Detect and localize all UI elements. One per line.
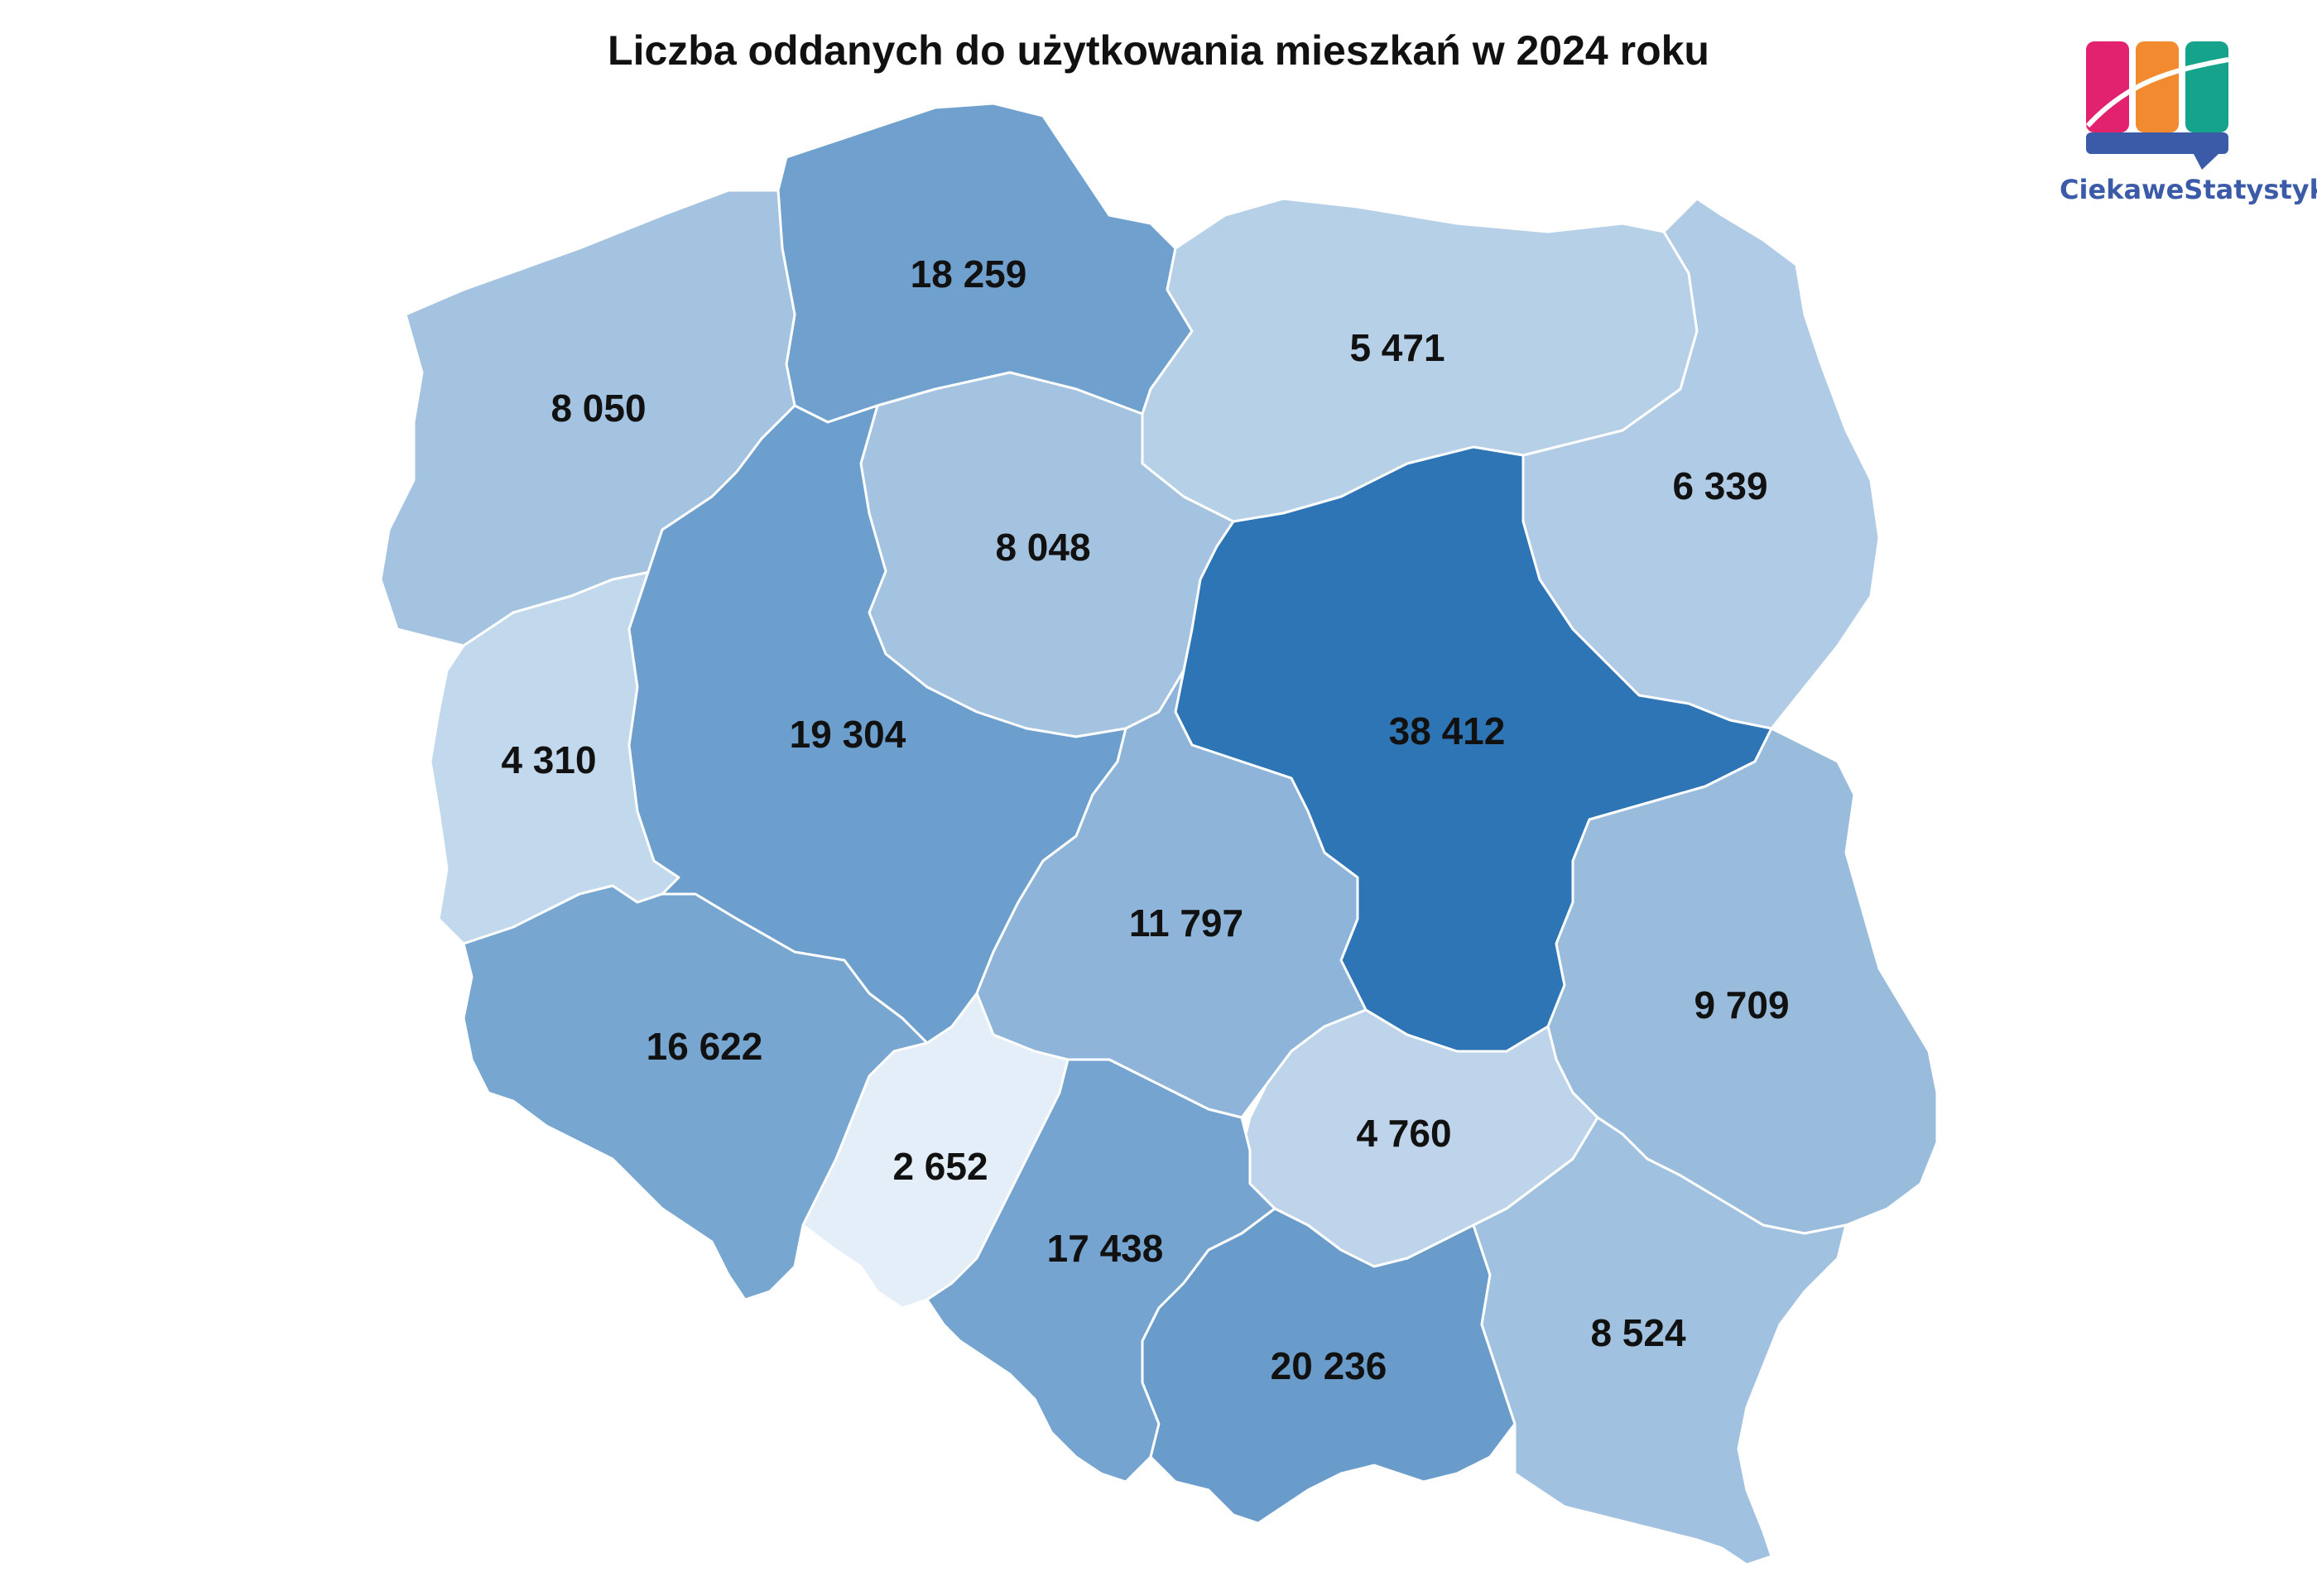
label-lubuskie: 4 310 — [501, 738, 596, 781]
brand-name: CiekaweStatystyki.pl — [2060, 174, 2317, 205]
region-slaskie[interactable] — [925, 1058, 1276, 1483]
logo-trend-curve — [2085, 57, 2229, 128]
label-swietokrzyskie: 4 760 — [1356, 1112, 1451, 1155]
label-lodzkie: 11 797 — [1129, 901, 1243, 945]
label-opolskie: 2 652 — [892, 1145, 988, 1188]
region-lodzkie[interactable] — [975, 669, 1368, 1119]
logo-bar-orange — [2136, 41, 2179, 132]
label-wielkopolskie: 19 304 — [790, 713, 906, 756]
logo-base-pointer — [2194, 154, 2218, 170]
ciekawestatystyki-logo — [2085, 41, 2229, 170]
label-warminsko-mazurskie: 5 471 — [1349, 326, 1445, 369]
region-labels: 18 259 8 050 5 471 6 339 8 048 38 412 4 … — [501, 252, 1789, 1387]
label-zachodniopomorskie: 8 050 — [550, 387, 646, 430]
label-mazowieckie: 38 412 — [1389, 709, 1506, 752]
logo-bar-green — [2185, 41, 2228, 132]
logo-bar-pink — [2086, 41, 2129, 132]
label-kujawsko-pomorskie: 8 048 — [995, 526, 1090, 569]
label-podlaskie: 6 339 — [1672, 464, 1767, 507]
map-title: Liczba oddanych do użytkowania mieszkań … — [608, 27, 1709, 74]
label-lubelskie: 9 709 — [1694, 983, 1789, 1026]
label-pomorskie: 18 259 — [911, 252, 1027, 296]
label-dolnoslaskie: 16 622 — [647, 1025, 763, 1068]
region-shapes — [379, 102, 1939, 1566]
label-podkarpackie: 8 524 — [1590, 1311, 1686, 1354]
region-malopolskie[interactable] — [1141, 1207, 1517, 1525]
logo-base — [2086, 132, 2228, 154]
label-slaskie: 17 438 — [1047, 1227, 1164, 1270]
label-malopolskie: 20 236 — [1271, 1344, 1387, 1387]
region-podkarpackie[interactable] — [1472, 1116, 1848, 1566]
